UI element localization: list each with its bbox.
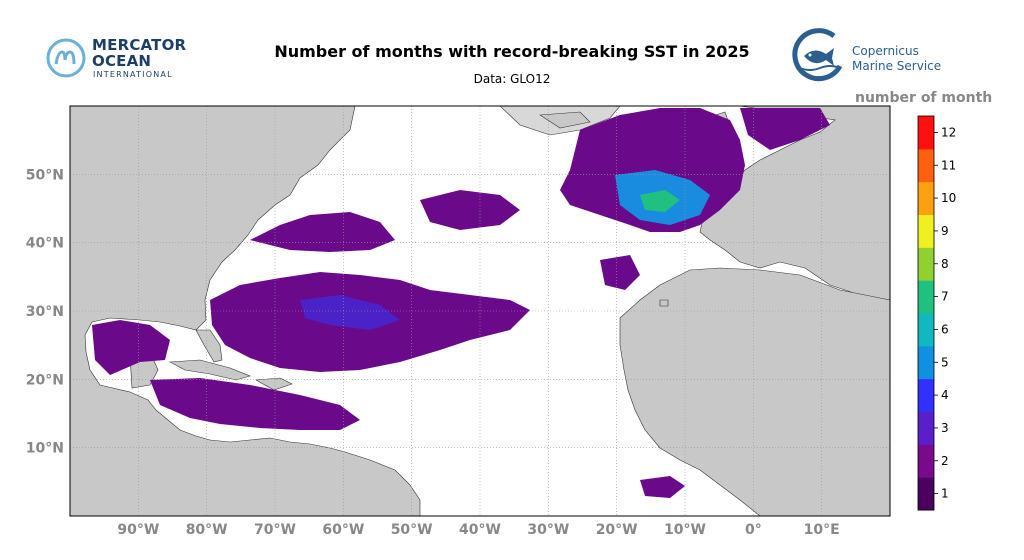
lon-label: 60°W xyxy=(322,522,364,538)
patch-iberia-west-peak xyxy=(640,190,680,212)
patch-west-africa xyxy=(600,255,640,290)
latitude-labels: 50°N 40°N 30°N 20°N 10°N xyxy=(26,167,64,456)
colorbar-tick-label: 6 xyxy=(941,322,949,336)
lon-label: 20°W xyxy=(596,522,638,538)
mercator-logo: MERCATOR OCEAN INTERNATIONAL xyxy=(46,34,206,84)
colorbar-tick-label: 7 xyxy=(941,290,949,304)
colorbar-segment xyxy=(918,378,934,412)
lon-label: 70°W xyxy=(254,522,296,538)
map-frame xyxy=(69,105,891,517)
lon-label: 0° xyxy=(745,522,762,538)
colorbar-segment xyxy=(918,181,934,215)
mercator-name-line2: OCEAN xyxy=(92,52,152,70)
colorbar-segment xyxy=(918,477,934,511)
mercator-name-line1: MERCATOR xyxy=(92,36,187,54)
patch-mid-atlantic xyxy=(420,190,520,230)
colorbar-tick-label: 9 xyxy=(941,224,949,238)
mercator-name-line3: INTERNATIONAL xyxy=(93,70,173,79)
colorbar-segment xyxy=(918,345,934,380)
hispaniola-land xyxy=(254,377,293,391)
iceland-land xyxy=(539,111,591,129)
lon-label: 30°W xyxy=(527,522,569,538)
lon-label: 10°W xyxy=(664,522,706,538)
copernicus-name-line2: Marine Service xyxy=(852,59,942,73)
mercator-m-icon xyxy=(46,38,86,78)
colorbar-segment xyxy=(918,247,934,281)
copernicus-logo: Copernicus Marine Service xyxy=(790,28,950,84)
colorbar-tick-label: 10 xyxy=(941,191,956,205)
copernicus-name-line1: Copernicus xyxy=(852,44,919,58)
lon-label: 10°E xyxy=(804,522,840,538)
colorbar-tick-label: 3 xyxy=(941,421,949,435)
patch-tropical-east xyxy=(640,476,685,498)
map-title: Number of months with record-breaking SS… xyxy=(274,42,750,61)
colorbar-tick-label: 1 xyxy=(941,487,949,501)
lat-label: 30°N xyxy=(26,304,64,320)
europe-land xyxy=(699,106,890,301)
lat-label: 10°N xyxy=(26,441,64,457)
copernicus-fish-icon xyxy=(792,28,843,82)
colorbar-tick-label: 11 xyxy=(941,158,956,172)
patch-new-england xyxy=(250,212,395,252)
lat-label: 50°N xyxy=(26,167,64,183)
africa-land xyxy=(619,267,890,516)
sst-record-patches xyxy=(92,108,830,498)
patch-caribbean xyxy=(150,378,360,430)
colorbar-title: number of month xyxy=(855,90,993,106)
colorbar-segment xyxy=(918,280,934,314)
north-america-land xyxy=(70,106,421,516)
lon-label: 50°W xyxy=(391,522,433,538)
colorbar-segment xyxy=(918,148,934,183)
patch-subtropical-core xyxy=(300,295,400,330)
map-gridlines xyxy=(70,106,890,516)
longitude-labels: 90°W 80°W 70°W 60°W 50°W 40°W 30°W 20°W 10°W 0° 10… xyxy=(117,522,839,538)
canary-islands-land xyxy=(659,299,669,307)
colorbar-border xyxy=(917,115,935,511)
colorbar-segment xyxy=(918,214,934,248)
lon-label: 90°W xyxy=(117,522,159,538)
patch-gulf-of-mexico xyxy=(92,320,170,375)
lon-label: 40°W xyxy=(459,522,501,538)
colorbar-tick-label: 2 xyxy=(941,454,949,468)
colorbar-segment xyxy=(918,116,934,150)
colorbar-tick-label: 5 xyxy=(941,355,949,369)
lon-label: 80°W xyxy=(186,522,228,538)
colorbar-segment xyxy=(918,313,934,347)
colorbar-tick-label: 12 xyxy=(941,125,956,139)
land-masses xyxy=(70,106,890,516)
lat-label: 40°N xyxy=(26,236,64,252)
lat-label: 20°N xyxy=(26,372,64,388)
map-subtitle: Data: GLO12 xyxy=(473,72,551,86)
colorbar-segment xyxy=(918,411,934,445)
florida-land xyxy=(195,329,223,363)
colorbar-tick-label: 4 xyxy=(941,388,949,402)
cuba-land xyxy=(168,359,251,381)
colorbar-segment xyxy=(918,444,934,478)
patch-uk-north xyxy=(740,108,830,150)
colorbar-tick-label: 8 xyxy=(941,257,949,271)
